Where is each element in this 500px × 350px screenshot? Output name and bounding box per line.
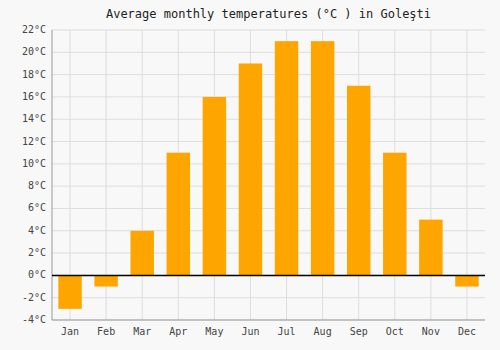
y-tick-label: 8°C <box>28 180 46 191</box>
y-tick-label: 10°C <box>22 158 46 169</box>
x-grid-line <box>430 30 431 320</box>
x-tick-label: Apr <box>169 326 187 337</box>
chart-container: -4°C -2°C 0°C 2°C 4°C 6°C 8°C 10°C 12°C 14°C 16°C 1… <box>0 0 500 350</box>
y-tick-label: 14°C <box>22 113 46 124</box>
y-tick-label: 2°C <box>28 247 46 258</box>
x-grid-line <box>142 30 143 320</box>
x-tick-label: May <box>205 326 223 337</box>
y-grid-line <box>52 119 485 120</box>
bar <box>347 86 370 276</box>
x-tick-label: Sep <box>350 326 368 337</box>
x-tick-label: Dec <box>458 326 476 337</box>
bar <box>167 153 190 276</box>
x-tick-label: Mar <box>133 326 151 337</box>
y-tick-label: 20°C <box>22 46 46 57</box>
bar <box>311 41 334 275</box>
y-axis-line <box>52 30 53 320</box>
bar <box>130 231 153 276</box>
bar <box>58 275 81 308</box>
y-grid-line <box>52 186 485 187</box>
bar <box>455 275 478 286</box>
baseline <box>52 275 485 277</box>
x-tick-label: Jul <box>278 326 296 337</box>
y-tick-label: -4°C <box>22 314 46 325</box>
y-grid-line <box>52 208 485 209</box>
y-grid-line <box>52 275 485 276</box>
y-grid-line <box>52 320 485 321</box>
chart: -4°C -2°C 0°C 2°C 4°C 6°C 8°C 10°C 12°C 14°C 16°C 1… <box>0 0 500 350</box>
x-axis-line <box>52 320 485 321</box>
bar <box>94 275 117 286</box>
x-tick-label: Jun <box>241 326 259 337</box>
bar <box>275 41 298 275</box>
y-grid-line <box>52 163 485 164</box>
y-grid-line <box>52 74 485 75</box>
y-tick-label: 6°C <box>28 202 46 213</box>
y-grid-line <box>52 52 485 53</box>
x-tick-label: Aug <box>314 326 332 337</box>
grid <box>52 30 485 320</box>
x-tick-label: Nov <box>422 326 440 337</box>
bar <box>203 97 226 275</box>
y-grid-line <box>52 96 485 97</box>
y-tick-label: 16°C <box>22 91 46 102</box>
bar <box>383 153 406 276</box>
page: {"chart_data": {"type": "bar", "title": … <box>0 0 500 350</box>
y-tick-label: 22°C <box>22 24 46 35</box>
x-tick-label: Jan <box>61 326 79 337</box>
bars <box>58 41 478 309</box>
y-grid-line <box>52 30 485 31</box>
bar <box>239 63 262 275</box>
y-tick-label: -2°C <box>22 292 46 303</box>
y-tick-label: 18°C <box>22 69 46 80</box>
y-grid-line <box>52 297 485 298</box>
x-tick-label: Oct <box>386 326 404 337</box>
y-tick-label: 12°C <box>22 136 46 147</box>
y-tick-label: 0°C <box>28 269 46 280</box>
x-tick-label: Feb <box>97 326 115 337</box>
y-tick-label: 4°C <box>28 225 46 236</box>
y-grid-line <box>52 141 485 142</box>
title: Average monthly temperatures (°C ) in Go… <box>106 7 431 21</box>
bar <box>419 220 442 276</box>
